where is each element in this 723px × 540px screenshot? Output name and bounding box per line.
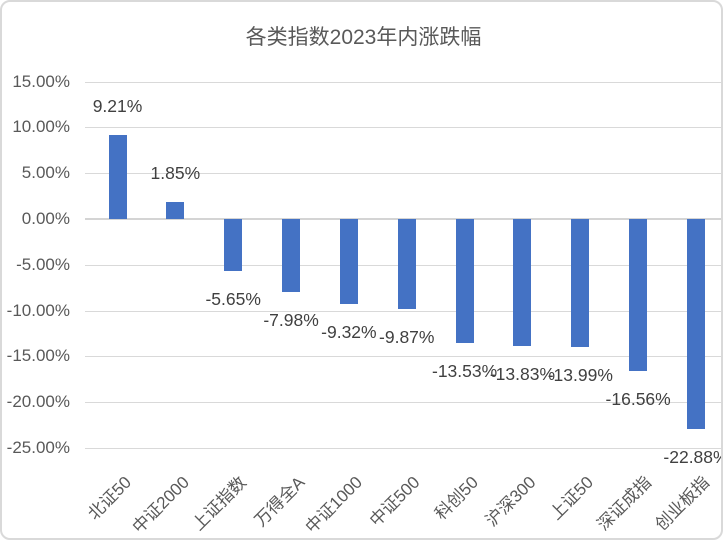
data-label: 1.85% bbox=[150, 163, 201, 184]
gridline bbox=[85, 127, 721, 129]
bar bbox=[282, 219, 301, 293]
bar bbox=[629, 219, 648, 371]
bar bbox=[166, 202, 185, 219]
y-tick-label: -15.00% bbox=[6, 346, 70, 366]
data-label: -13.53% bbox=[432, 360, 498, 381]
data-label: -22.88% bbox=[663, 446, 723, 467]
data-label: -9.32% bbox=[321, 322, 377, 343]
data-label: -13.99% bbox=[547, 365, 613, 386]
bar bbox=[224, 219, 243, 271]
bar bbox=[455, 219, 474, 343]
x-category-label: 创业板指 bbox=[651, 472, 714, 535]
y-tick-label: 10.00% bbox=[12, 117, 70, 137]
bar bbox=[687, 219, 705, 429]
data-label: 9.21% bbox=[92, 95, 143, 116]
gridline bbox=[85, 81, 721, 83]
gridline bbox=[85, 448, 721, 449]
bar bbox=[513, 219, 532, 346]
data-label: -5.65% bbox=[205, 288, 261, 309]
x-category-label: 深证成指 bbox=[593, 472, 656, 535]
x-category-label: 北证50 bbox=[83, 472, 135, 524]
x-category-label: 中证2000 bbox=[128, 472, 193, 537]
data-label: -13.83% bbox=[489, 363, 556, 384]
gridline bbox=[85, 402, 721, 404]
bar bbox=[108, 134, 127, 219]
chart-title: 各类指数2023年内涨跌幅 bbox=[245, 26, 482, 49]
y-tick-label: -20.00% bbox=[6, 392, 70, 412]
bar bbox=[397, 219, 416, 310]
data-label: -16.56% bbox=[605, 388, 671, 409]
gridline bbox=[85, 173, 721, 175]
y-tick-label: 5.00% bbox=[21, 163, 70, 183]
gridline bbox=[85, 356, 721, 358]
gridline bbox=[85, 310, 721, 312]
x-category-label: 中证1000 bbox=[301, 472, 367, 537]
data-label: -7.98% bbox=[263, 310, 319, 331]
x-category-label: 中证500 bbox=[366, 472, 424, 531]
bar bbox=[571, 219, 590, 348]
y-tick-label: 0.00% bbox=[21, 209, 70, 228]
x-category-label: 科创50 bbox=[430, 472, 482, 524]
y-tick-label: -10.00% bbox=[6, 300, 70, 320]
bar bbox=[339, 219, 358, 305]
y-tick-label: 15.00% bbox=[12, 71, 70, 91]
x-category-label: 上证指数 bbox=[188, 472, 251, 535]
y-tick-label: -5.00% bbox=[16, 254, 70, 274]
y-tick-label: -25.00% bbox=[6, 438, 70, 457]
data-label: -9.87% bbox=[379, 327, 435, 348]
x-category-label: 沪深300 bbox=[482, 472, 540, 531]
x-category-label: 上证50 bbox=[546, 472, 598, 524]
